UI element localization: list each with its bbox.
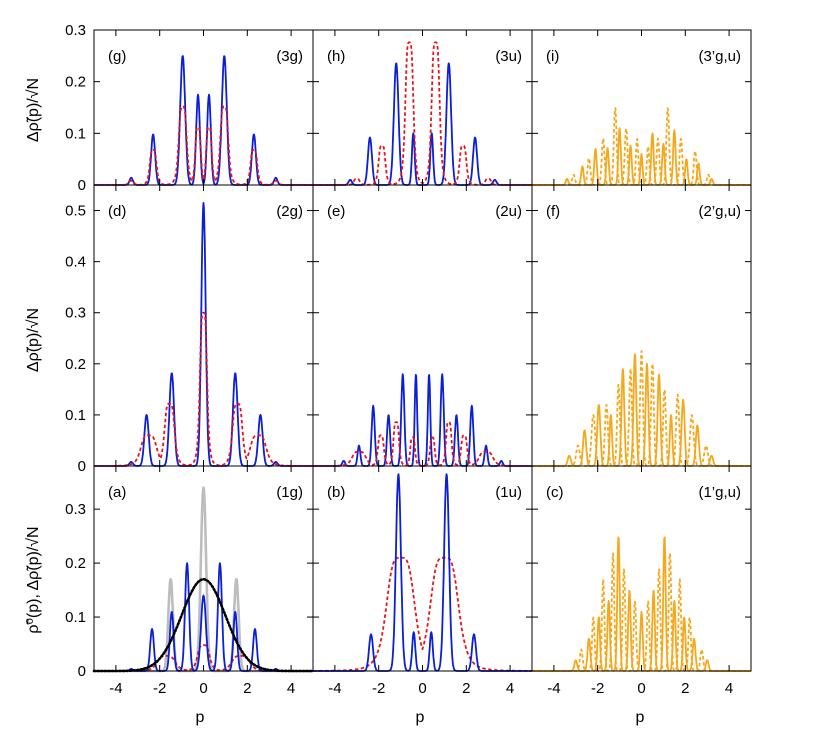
panel-d: 0 0.1 0.2 0.3 0.4 0.5 (d) (2g) <box>65 184 314 475</box>
xtick-label-a: -4 <box>109 680 122 697</box>
panel-label-g: (3g) <box>276 48 303 65</box>
xtick-label-a: -2 <box>153 680 166 697</box>
panel-f: (f) (2’g,u) <box>531 184 752 467</box>
xtick-label-a: 4 <box>287 680 295 697</box>
xtick-label-c: -2 <box>591 680 604 697</box>
ytick-label-d: 0.5 <box>65 203 86 220</box>
series-solid-e <box>312 373 533 467</box>
panel-label-d: (2g) <box>276 203 303 220</box>
series-solid-i <box>531 127 752 186</box>
xtick-label-c: 2 <box>681 680 689 697</box>
series-solid-b <box>312 473 533 672</box>
frame-f <box>531 184 752 467</box>
panel-title-h: (h) <box>327 48 345 65</box>
xtick-label-b: 2 <box>462 680 470 697</box>
ytick-label-d: 0 <box>78 458 86 475</box>
xtick-label-c: 4 <box>725 680 733 697</box>
panel-label-h: (3u) <box>495 48 522 65</box>
xtick-label-b: 0 <box>418 680 426 697</box>
panel-label-b: (1u) <box>495 484 522 501</box>
series-solid-g <box>93 55 314 186</box>
xtick-label-b: -2 <box>372 680 385 697</box>
ytick-label-a: 0.1 <box>65 609 86 626</box>
xtick-label-b: -4 <box>328 680 341 697</box>
xtick-label-c: 0 <box>637 680 645 697</box>
series-dashed-g <box>93 105 314 186</box>
x-axis-title-left: p <box>196 709 205 726</box>
ytick-label-g: 0.3 <box>65 22 86 39</box>
series-solid-c <box>531 536 752 672</box>
series-gaussian-a <box>92 577 315 673</box>
series-dashed-b <box>312 556 533 672</box>
ytick-label-a: 0.3 <box>65 501 86 518</box>
y-axis-title-bottom: ρ̃⁰(p), Δρ̃(p)/√N <box>25 526 42 633</box>
panel-label-f: (2’g,u) <box>698 203 741 220</box>
series-dashed-f <box>531 350 752 467</box>
panel-title-c: (c) <box>546 484 564 501</box>
panel-a: 0 0.1 0.2 0.3 -4 -2 0 2 4 (a) (1g) <box>65 465 315 697</box>
panel-label-c: (1’g,u) <box>698 484 741 501</box>
panel-h: (h) (3u) <box>312 29 533 186</box>
series-solid-d <box>93 201 314 467</box>
series-dashed-i <box>531 107 752 186</box>
series-dashed-d <box>93 311 314 467</box>
panel-title-f: (f) <box>546 203 560 220</box>
xtick-label-a: 2 <box>243 680 251 697</box>
x-axis-title-middle: p <box>416 709 425 726</box>
ytick-label-d: 0.1 <box>65 407 86 424</box>
series-solid-a <box>93 562 314 672</box>
panel-label-e: (2u) <box>495 203 522 220</box>
xtick-label-a: 0 <box>199 680 207 697</box>
panel-label-i: (3’g,u) <box>698 48 741 65</box>
panel-i: (i) (3’g,u) <box>531 29 752 186</box>
panel-title-d: (d) <box>108 203 126 220</box>
y-axis-title-top: Δρ̃(p)/√N <box>25 78 42 142</box>
panel-title-b: (b) <box>327 484 345 501</box>
panel-b: -4 -2 0 2 4 (b) (1u) <box>312 465 533 697</box>
series-solid-h <box>312 62 533 186</box>
ytick-label-g: 0.2 <box>65 74 86 91</box>
ytick-label-d: 0.2 <box>65 356 86 373</box>
panels-layer: 0 0.1 0.2 0.3 (g) (3g) (h) (3u) (i) (3’g,u) 0 0.1 0.… <box>65 22 752 697</box>
ytick-label-a: 0 <box>78 663 86 680</box>
panel-title-e: (e) <box>327 203 345 220</box>
ytick-label-g: 0.1 <box>65 125 86 142</box>
ytick-label-g: 0 <box>78 177 86 194</box>
y-axis-title-middle: Δρ̃(p)/√N <box>25 308 42 372</box>
series-solid-f <box>531 353 752 467</box>
ytick-label-d: 0.3 <box>65 305 86 322</box>
panel-e: (e) (2u) <box>312 184 533 467</box>
series-dashed-e <box>312 421 533 467</box>
panel-g: 0 0.1 0.2 0.3 (g) (3g) <box>65 22 314 194</box>
ytick-label-d: 0.4 <box>65 254 86 271</box>
frame-d <box>93 184 314 467</box>
panel-title-a: (a) <box>108 484 126 501</box>
ytick-label-a: 0.2 <box>65 555 86 572</box>
xtick-label-c: -4 <box>547 680 560 697</box>
panel-title-g: (g) <box>108 48 126 65</box>
panel-title-i: (i) <box>546 48 559 65</box>
panel-label-a: (1g) <box>276 484 303 501</box>
frame-e <box>312 184 533 467</box>
panel-c: -4 -2 0 2 4 (c) (1’g,u) <box>531 465 752 697</box>
xtick-label-b: 4 <box>506 680 514 697</box>
x-axis-title-right: p <box>636 709 645 726</box>
